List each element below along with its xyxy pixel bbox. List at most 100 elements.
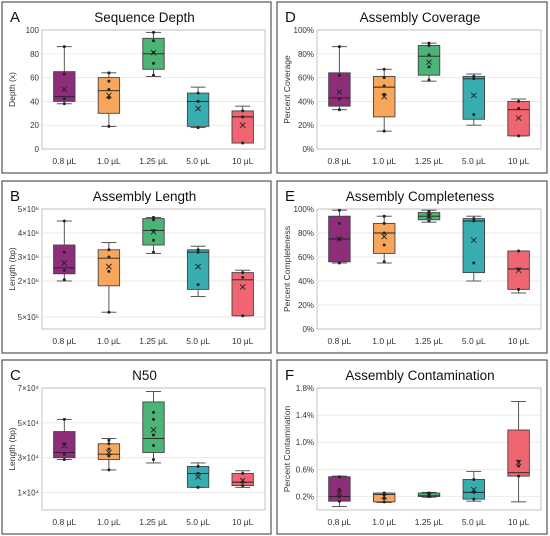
mean-marker bbox=[336, 490, 343, 496]
mean-marker bbox=[239, 477, 246, 484]
data-point bbox=[472, 217, 476, 221]
mean-marker bbox=[150, 426, 157, 433]
y-tick-label: 60 bbox=[30, 74, 39, 83]
data-point bbox=[241, 141, 245, 145]
box-1 bbox=[53, 417, 76, 461]
data-point bbox=[517, 474, 521, 478]
y-tick-label: 20 bbox=[30, 121, 39, 130]
data-point bbox=[241, 314, 245, 318]
x-category-label: 0.8 μL bbox=[327, 517, 351, 527]
panel-e: E Assembly Completeness 0% 20% 40% 60% 80% 100%… bbox=[276, 180, 548, 354]
data-point bbox=[517, 99, 521, 103]
data-point bbox=[472, 77, 476, 81]
x-category-label: 1.0 μL bbox=[97, 156, 121, 166]
data-point bbox=[107, 442, 111, 446]
mean-marker bbox=[381, 93, 388, 100]
data-point bbox=[427, 219, 431, 223]
y-tick-label: 40% bbox=[298, 277, 314, 286]
box-body bbox=[328, 72, 351, 107]
data-point bbox=[472, 219, 476, 223]
y-tick-label: 0 bbox=[35, 145, 40, 154]
mean-marker bbox=[61, 86, 68, 93]
mean-marker bbox=[381, 233, 388, 240]
data-point bbox=[382, 129, 386, 133]
data-point bbox=[152, 39, 155, 43]
box-3 bbox=[417, 41, 441, 82]
panel-title: Assembly Contamination bbox=[345, 368, 494, 383]
data-point bbox=[196, 464, 200, 468]
y-tick-label: 0% bbox=[302, 325, 314, 334]
data-point bbox=[62, 102, 66, 106]
data-point bbox=[62, 72, 66, 76]
data-point bbox=[472, 112, 476, 116]
y-axis-label: Length (bp) bbox=[7, 427, 17, 471]
data-point bbox=[337, 261, 341, 265]
data-point bbox=[107, 79, 111, 83]
x-category-label: 1.0 μL bbox=[97, 336, 121, 346]
mean-marker bbox=[150, 228, 157, 235]
mean-marker bbox=[470, 486, 477, 493]
x-category-label: 10 μL bbox=[508, 336, 530, 346]
panel-b: B Assembly Length 5×10⁵ 2×10⁶ 3×10⁶ 4×10⁶ 5×10… bbox=[1, 180, 272, 354]
data-point bbox=[472, 490, 476, 494]
panel-frame bbox=[1, 180, 272, 354]
data-point bbox=[196, 471, 200, 475]
y-tick-label: 20% bbox=[298, 301, 314, 310]
data-point bbox=[382, 243, 386, 247]
y-axis-label: Percent Coverage bbox=[282, 55, 292, 124]
data-point bbox=[517, 107, 521, 111]
data-point bbox=[152, 61, 155, 65]
mean-marker bbox=[515, 459, 522, 466]
x-category-label: 1.25 μL bbox=[415, 517, 444, 527]
data-point bbox=[196, 126, 200, 130]
y-axis-label: Length (bp) bbox=[7, 247, 17, 291]
mean-marker bbox=[426, 492, 432, 499]
data-point bbox=[107, 447, 111, 451]
box-1 bbox=[328, 45, 351, 112]
y-tick-label: 0% bbox=[302, 145, 314, 154]
box-3 bbox=[142, 30, 165, 77]
panel-c: C N50 1×10⁴ 3×10⁴ 5×10⁴ 7×10⁴ Length (bp) 0.8 μ… bbox=[1, 359, 272, 535]
data-point bbox=[337, 97, 341, 101]
y-tick-label: 3×10⁴ bbox=[18, 454, 40, 463]
box-5 bbox=[231, 105, 254, 145]
box-body bbox=[186, 92, 210, 127]
box-1 bbox=[53, 219, 76, 282]
box-2 bbox=[372, 214, 396, 264]
box-5 bbox=[507, 249, 530, 294]
mean-marker bbox=[195, 105, 202, 112]
mean-marker bbox=[239, 284, 246, 290]
y-tick-label: 20% bbox=[298, 121, 314, 130]
mean-marker bbox=[105, 449, 112, 456]
mean-marker bbox=[61, 260, 68, 266]
data-point bbox=[107, 269, 111, 273]
data-point bbox=[152, 433, 155, 437]
data-point bbox=[382, 84, 386, 88]
x-category-label: 5.0 μL bbox=[186, 517, 210, 527]
data-point bbox=[337, 221, 341, 225]
data-point bbox=[382, 500, 386, 504]
y-tick-label: 4×10⁶ bbox=[18, 229, 39, 238]
data-point bbox=[241, 271, 245, 275]
box-5 bbox=[231, 269, 254, 318]
x-category-label: 1.25 μL bbox=[415, 156, 444, 166]
mean-marker bbox=[239, 122, 246, 129]
panel-frame bbox=[276, 359, 548, 535]
panel-letter: C bbox=[10, 367, 21, 384]
data-point bbox=[62, 417, 66, 421]
box-3 bbox=[417, 209, 441, 223]
box-4 bbox=[462, 215, 486, 282]
box-1 bbox=[53, 45, 76, 106]
mean-marker bbox=[426, 213, 432, 220]
x-category-label: 1.0 μL bbox=[97, 517, 121, 527]
mean-marker bbox=[105, 263, 112, 270]
data-point bbox=[337, 208, 341, 212]
data-point bbox=[382, 92, 386, 96]
data-point bbox=[382, 260, 386, 264]
y-axis-label: Percent Contamination bbox=[282, 405, 292, 492]
x-category-label: 0.8 μL bbox=[327, 336, 351, 346]
data-point bbox=[62, 219, 66, 223]
x-category-label: 0.8 μL bbox=[52, 156, 76, 166]
data-point bbox=[241, 471, 245, 475]
